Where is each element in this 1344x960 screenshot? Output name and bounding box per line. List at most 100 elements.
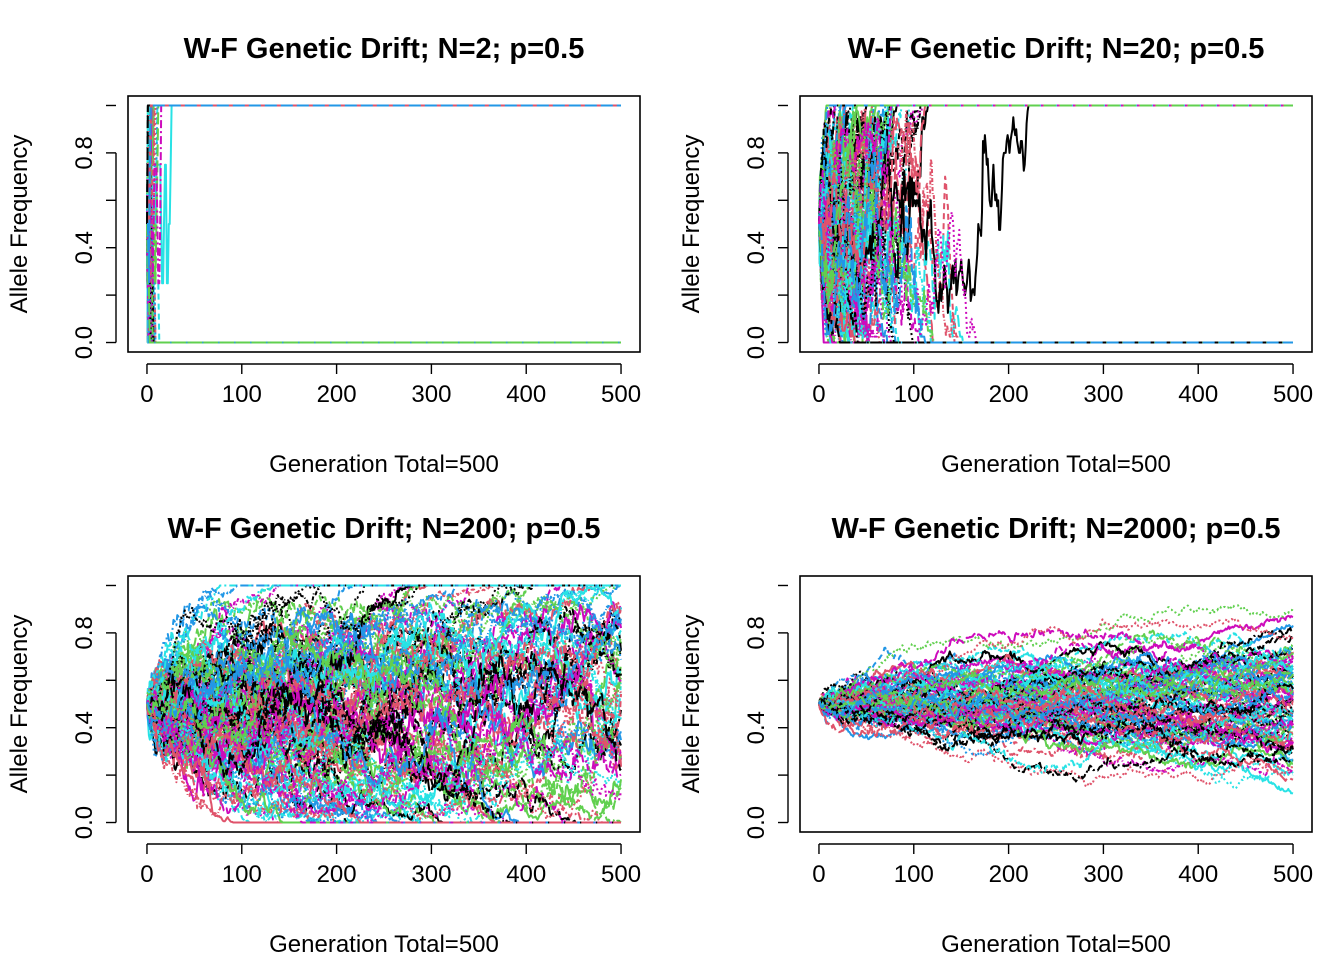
series-line	[818, 690, 1294, 761]
x-tick-label: 300	[411, 861, 451, 888]
series-line	[146, 104, 622, 225]
chart-title: W-F Genetic Drift; N=2000; p=0.5	[831, 513, 1280, 545]
series-line	[146, 659, 622, 820]
series-line	[818, 104, 1294, 243]
series-line	[146, 584, 622, 707]
series-line	[146, 697, 622, 824]
y-axis-label: Allele Frequency	[678, 135, 705, 314]
series-line	[146, 104, 622, 225]
y-axis: 0.0 0.4 0.8	[71, 104, 117, 359]
series-line	[146, 223, 622, 344]
x-tick-label: 400	[1178, 381, 1218, 408]
series-line	[146, 104, 622, 285]
series-line	[146, 104, 622, 225]
series-line	[146, 223, 622, 344]
x-tick-label: 0	[140, 861, 153, 888]
series-line	[146, 584, 622, 814]
series-line	[146, 104, 622, 225]
series-line	[146, 104, 622, 225]
series-line	[146, 700, 622, 824]
series-line	[818, 695, 1294, 765]
y-tick-label: 0.4	[743, 711, 770, 744]
x-axis-label: Generation Total=500	[269, 451, 499, 478]
x-tick-label: 100	[894, 381, 934, 408]
series-line	[146, 223, 622, 344]
series-line	[146, 163, 622, 344]
series-line	[146, 223, 622, 344]
chart-title: W-F Genetic Drift; N=200; p=0.5	[168, 513, 601, 545]
series-line	[146, 223, 622, 344]
series-line	[818, 673, 1294, 711]
series-line	[146, 104, 622, 225]
series-line	[146, 621, 622, 745]
series-line	[818, 151, 1294, 344]
y-tick-label: 0.0	[71, 806, 98, 839]
series-line	[146, 104, 622, 285]
series-line	[146, 104, 622, 225]
series-line	[146, 223, 622, 344]
y-axis-label: Allele Frequency	[6, 615, 33, 794]
y-tick-label: 0.0	[743, 326, 770, 359]
x-tick-label: 200	[989, 861, 1029, 888]
panel-n200: 0 100 200 300 400 500 0.0 0.4 0.8 W-F Genetic Dri…	[6, 513, 641, 958]
series-line	[146, 104, 622, 285]
series-line	[146, 104, 622, 225]
series-line	[146, 223, 622, 344]
series-line	[146, 104, 622, 225]
series-line	[146, 104, 622, 285]
y-tick-label: 0.8	[743, 616, 770, 649]
series-line	[146, 104, 622, 225]
series-line	[818, 695, 1294, 778]
series-line	[818, 104, 1294, 267]
series-line	[146, 104, 622, 225]
series-line	[146, 655, 622, 786]
series-line	[818, 687, 1294, 751]
y-axis: 0.0 0.4 0.8	[71, 584, 117, 839]
series-line	[818, 641, 1294, 713]
x-tick-label: 500	[1273, 381, 1313, 408]
series-line	[146, 104, 622, 225]
series-line	[146, 703, 622, 824]
series-line	[146, 223, 622, 344]
x-axis-label: Generation Total=500	[941, 931, 1171, 958]
series-line	[818, 701, 1294, 769]
plot-frame	[127, 575, 641, 833]
series-line	[146, 223, 622, 344]
x-axis-label: Generation Total=500	[269, 931, 499, 958]
x-tick-label: 300	[411, 381, 451, 408]
series-line	[146, 223, 622, 344]
series-line	[146, 104, 622, 225]
x-tick-label: 300	[1083, 381, 1123, 408]
series-line	[146, 223, 622, 344]
series-line	[818, 703, 1294, 783]
panel-n2000: 0 100 200 300 400 500 0.0 0.4 0.8 W-F Genetic Dri…	[678, 513, 1313, 958]
series-line	[146, 104, 622, 225]
series-line	[146, 163, 622, 344]
series-line	[146, 163, 622, 344]
y-axis: 0.0 0.4 0.8	[743, 104, 789, 359]
x-axis: 0 100 200 300 400 500	[812, 843, 1313, 888]
series-line	[818, 663, 1294, 714]
x-tick-label: 0	[812, 861, 825, 888]
panel-n20: 0 100 200 300 400 500 0.0 0.4 0.8 W-F Genetic Dri…	[678, 33, 1313, 478]
x-axis-label: Generation Total=500	[941, 451, 1171, 478]
series-line	[818, 699, 1294, 768]
series-line	[146, 163, 622, 344]
series-line	[818, 668, 1294, 730]
series-line	[818, 689, 1294, 782]
series-line	[146, 104, 622, 225]
series-line	[818, 627, 1294, 710]
series-group	[818, 604, 1294, 795]
series-line	[146, 104, 622, 225]
series-line	[146, 584, 622, 715]
series-line	[818, 689, 1294, 723]
x-tick-label: 0	[140, 381, 153, 408]
y-tick-label: 0.0	[71, 326, 98, 359]
series-line	[146, 223, 622, 344]
series-line	[818, 604, 1294, 705]
series-line	[146, 693, 622, 810]
y-tick-label: 0.8	[743, 136, 770, 169]
series-line	[146, 104, 622, 285]
series-line	[146, 223, 622, 344]
